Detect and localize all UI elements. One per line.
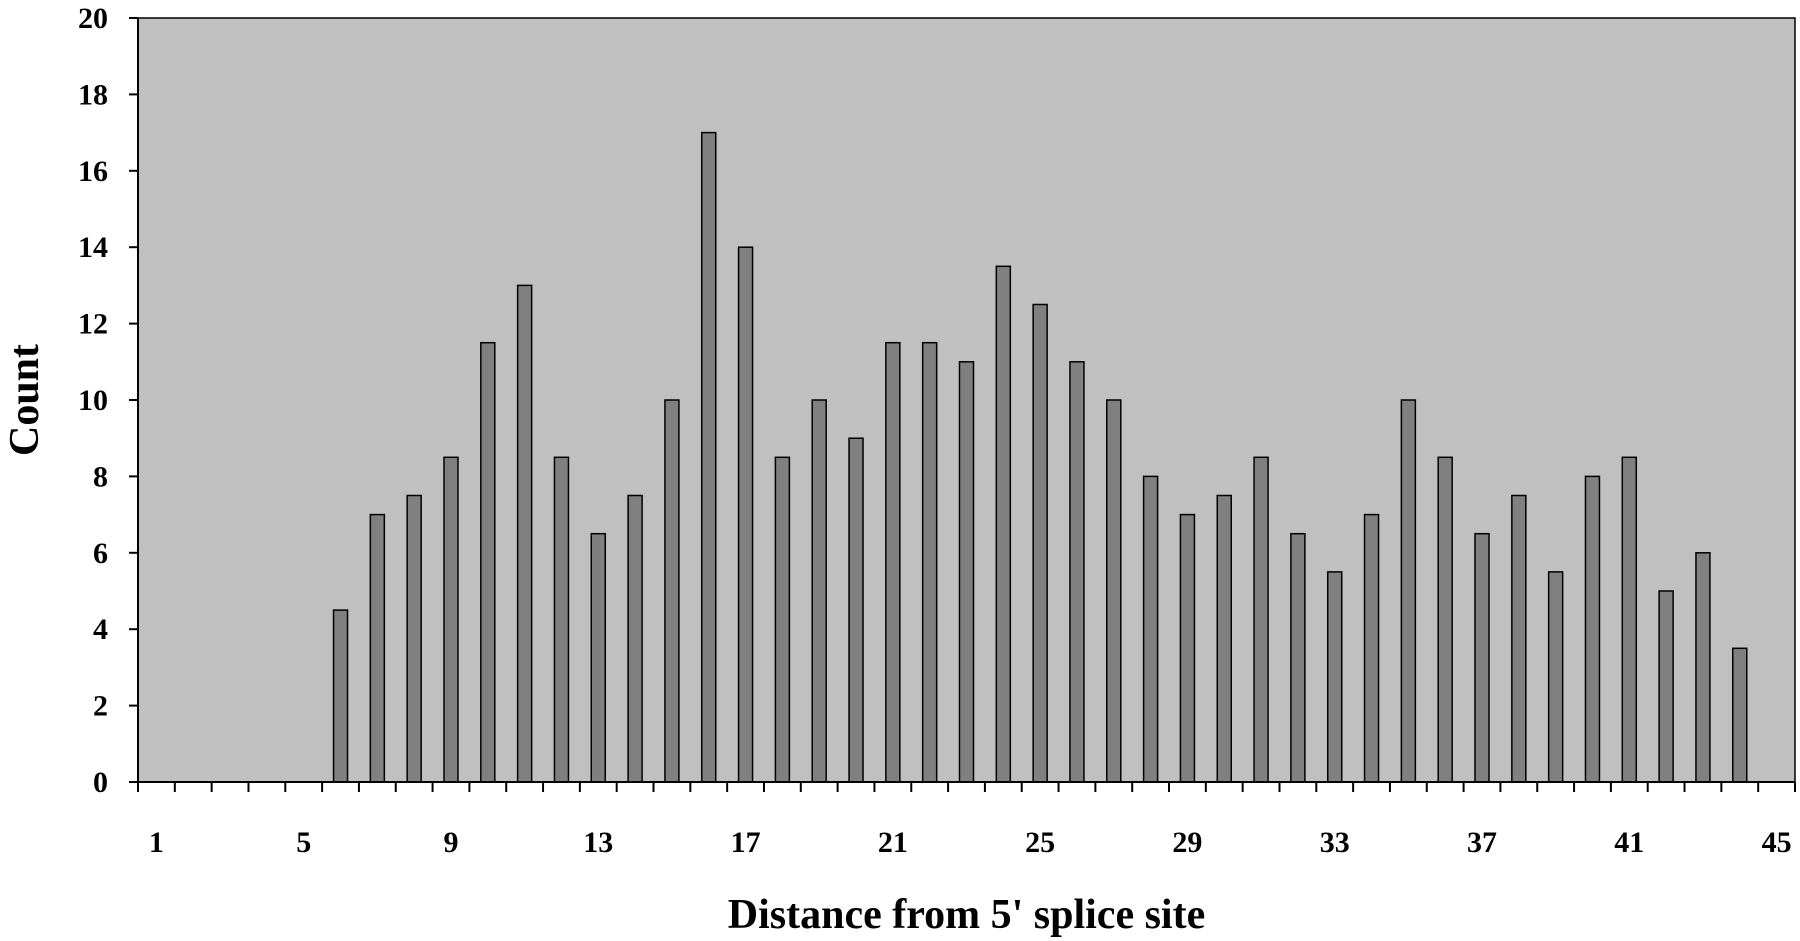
x-tick-label: 37 [1467, 826, 1497, 859]
bar-16 [701, 131, 717, 783]
y-tick-label: 0 [93, 766, 108, 799]
bar-6 [332, 609, 349, 783]
bar-7 [369, 513, 386, 783]
bar-28 [1142, 475, 1159, 783]
x-axis-title: Distance from 5' splice site [728, 892, 1205, 938]
bar-9 [443, 456, 459, 783]
y-tick-label: 18 [78, 78, 108, 111]
x-axis: 1 5 9 13 17 21 25 29 33 37 41 45 [137, 781, 1796, 859]
bar-38 [1511, 494, 1527, 783]
bar-21 [885, 341, 901, 783]
bar-14 [627, 494, 643, 783]
x-tick-label: 41 [1614, 826, 1644, 859]
y-tick-label: 12 [78, 308, 108, 341]
bar-23 [958, 361, 975, 783]
y-tick-label: 6 [93, 537, 108, 570]
bar-13 [590, 532, 607, 783]
bar-32 [1290, 532, 1306, 783]
bar-41 [1621, 456, 1638, 783]
bar-29 [1179, 513, 1196, 783]
bar-8 [406, 494, 422, 783]
bar-36 [1437, 456, 1453, 783]
bar-27 [1106, 399, 1122, 783]
bar-31 [1253, 456, 1269, 783]
x-tick-label: 17 [731, 826, 761, 859]
bar-18 [774, 456, 791, 783]
x-tick-label: 33 [1320, 826, 1350, 859]
bar-34 [1363, 513, 1380, 783]
y-tick-label: 2 [93, 690, 108, 723]
bar-19 [811, 399, 827, 783]
y-tick-label: 20 [78, 2, 108, 35]
bar-10 [480, 341, 496, 783]
y-tick-label: 8 [93, 460, 108, 493]
bar-35 [1400, 399, 1417, 783]
y-tick-label: 14 [78, 231, 108, 264]
bar-15 [664, 399, 680, 783]
y-tick-label: 10 [78, 384, 108, 417]
x-tick-label: 9 [443, 826, 458, 859]
bar-11 [516, 284, 533, 783]
bars-group [332, 131, 1748, 783]
bar-33 [1326, 571, 1343, 783]
x-tick-label: 13 [583, 826, 613, 859]
bar-42 [1658, 590, 1674, 783]
bar-30 [1216, 494, 1233, 783]
bar-20 [848, 437, 864, 783]
bar-17 [737, 246, 754, 783]
bar-44 [1732, 647, 1748, 783]
bar-39 [1547, 571, 1564, 783]
x-tick-label: 21 [878, 826, 908, 859]
y-axis-title: Count [2, 344, 48, 456]
bar-12 [553, 456, 570, 783]
x-tick-label: 1 [149, 826, 164, 859]
bar-26 [1069, 361, 1085, 783]
x-tick-label: 29 [1172, 826, 1202, 859]
bar-40 [1584, 475, 1601, 783]
y-tick-label: 16 [78, 155, 108, 188]
y-axis: 0 2 4 6 8 10 12 14 16 18 20 [78, 2, 139, 799]
x-tick-label: 5 [296, 826, 311, 859]
bar-22 [921, 341, 938, 783]
bar-43 [1695, 552, 1711, 783]
bar-24 [995, 265, 1012, 783]
x-tick-label: 45 [1762, 826, 1792, 859]
bar-37 [1474, 532, 1490, 783]
y-tick-label: 4 [93, 613, 108, 646]
x-tick-label: 25 [1025, 826, 1055, 859]
bar-25 [1032, 303, 1048, 783]
